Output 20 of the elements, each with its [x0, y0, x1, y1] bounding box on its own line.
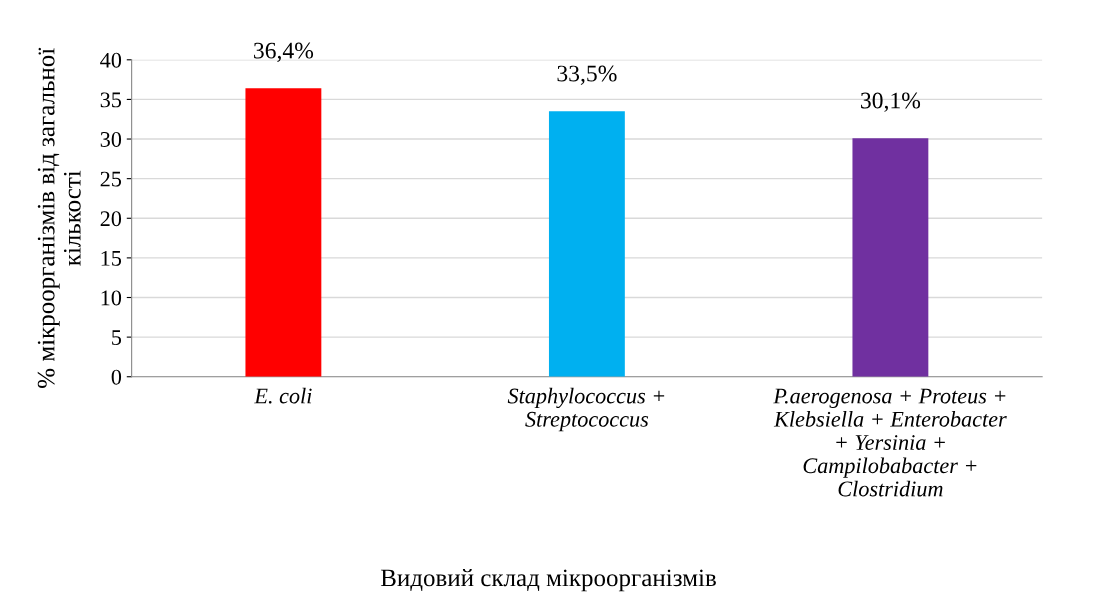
y-tick-label: 10 [101, 290, 122, 306]
y-tick-label: 35 [100, 92, 122, 108]
x-tick-label: E. coli [254, 387, 312, 404]
bar [852, 138, 929, 377]
bar [548, 111, 625, 377]
y-tick-label: 25 [100, 171, 122, 187]
bar [245, 88, 322, 377]
x-axis-title: Видовий склад мікроорганізмів [380, 568, 716, 592]
x-tick-label: Staphylococcus + Streptococcus [507, 387, 665, 432]
data-label: 30,1% [861, 92, 921, 112]
y-tick-label: 0 [111, 369, 122, 385]
y-tick-label: 5 [112, 330, 122, 346]
data-label: 33,5% [557, 65, 617, 85]
y-tick-label: 30 [100, 131, 122, 147]
data-label: 36,4% [254, 42, 314, 62]
y-tick-label: 15 [101, 250, 122, 266]
y-axis-title: % мікроорганізмів від загальної кількості [37, 47, 81, 388]
x-tick-label: P.aerogenosa + Proteus + Klebsiella + Enterobacter + Yersinia + Campilobabacter + Clostridium [773, 388, 1007, 497]
y-tick-label: 40 [100, 52, 122, 68]
y-tick-label: 20 [100, 211, 122, 227]
